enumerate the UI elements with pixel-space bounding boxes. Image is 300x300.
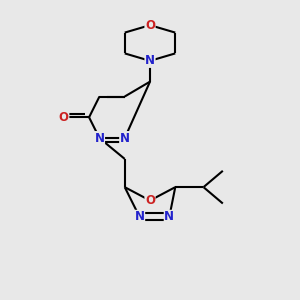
Text: O: O [145, 19, 155, 32]
Text: N: N [145, 54, 155, 67]
Text: N: N [120, 132, 130, 145]
Text: O: O [59, 111, 69, 124]
Text: O: O [145, 194, 155, 207]
Text: N: N [94, 132, 104, 145]
Text: N: N [164, 210, 174, 224]
Text: N: N [135, 210, 145, 224]
